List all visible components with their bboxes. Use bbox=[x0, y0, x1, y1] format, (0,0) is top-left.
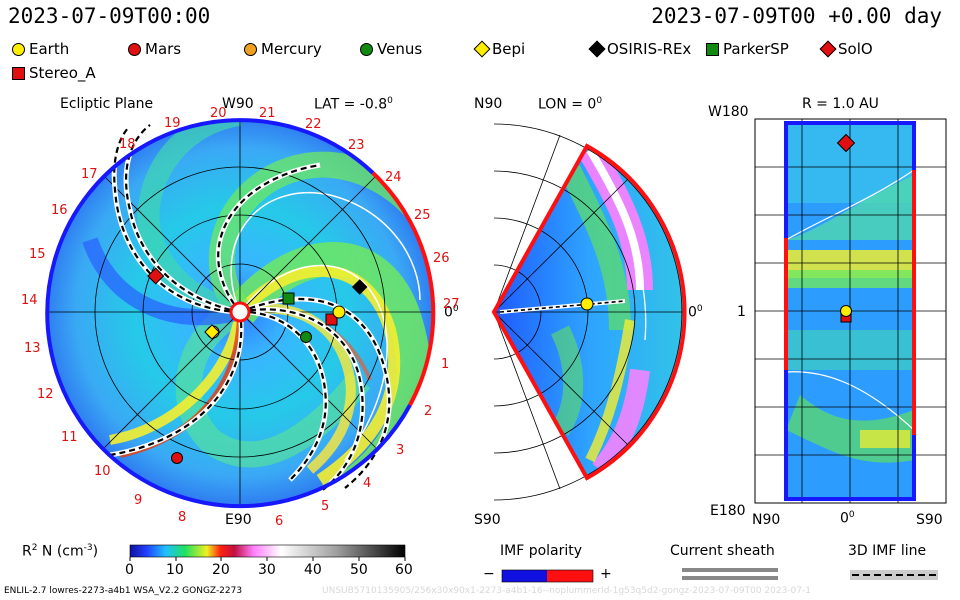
mars-marker-icon bbox=[128, 42, 141, 56]
ecliptic-rotation-number: 17 bbox=[81, 167, 98, 182]
ecliptic-bottom-label: E90 bbox=[225, 512, 252, 528]
legend-label: Earth bbox=[29, 40, 70, 58]
current-sheath-title: Current sheath bbox=[670, 543, 775, 559]
bepi-marker-icon bbox=[204, 324, 220, 340]
colorbar-tick: 0 bbox=[125, 562, 134, 578]
meridional-right-label: 00 bbox=[688, 304, 703, 321]
ecliptic-rotation-number: 12 bbox=[37, 387, 54, 402]
legend-label: OSIRIS-REx bbox=[607, 40, 692, 58]
stereo-a-marker-icon bbox=[325, 313, 338, 326]
ecliptic-rotation-number: 16 bbox=[51, 203, 68, 218]
stereo-a-marker-icon bbox=[12, 66, 25, 80]
venus-marker-icon bbox=[360, 42, 373, 56]
ecliptic-rotation-number: 14 bbox=[21, 293, 38, 308]
colorbar-tick: 10 bbox=[166, 562, 184, 578]
ecliptic-rotation-number: 19 bbox=[164, 116, 181, 131]
legend-label: Stereo_A bbox=[29, 64, 96, 82]
mars-marker-icon bbox=[171, 452, 183, 464]
footer-left: ENLIL-2.7 lowres-2273-a4b1 WSA_V2.2 GONG… bbox=[4, 586, 243, 596]
earth-marker-icon bbox=[332, 305, 346, 319]
legend-mars: Mars bbox=[128, 40, 181, 58]
sphere-x-right: S90 bbox=[916, 512, 943, 528]
ecliptic-rotation-number: 26 bbox=[433, 251, 450, 266]
ecliptic-rotation-number: 18 bbox=[119, 137, 136, 152]
ecliptic-rotation-number: 25 bbox=[414, 208, 431, 223]
ecliptic-rotation-number: 6 bbox=[275, 514, 284, 529]
earth-marker-icon bbox=[840, 305, 852, 317]
legend-label: Mars bbox=[145, 40, 182, 58]
osiris-rex-marker-icon bbox=[351, 279, 368, 295]
mercury-marker-icon bbox=[244, 42, 257, 56]
legend-parkersp: ParkerSP bbox=[706, 40, 789, 58]
timestamp-left: 2023-07-09T00:00 bbox=[8, 4, 211, 28]
ecliptic-rotation-number: 27 bbox=[443, 297, 460, 312]
ecliptic-rotation-number: 4 bbox=[363, 476, 372, 491]
ecliptic-rotation-number: 23 bbox=[348, 138, 365, 153]
legend-earth: Earth bbox=[12, 40, 69, 58]
sphere-mid-left: 1 bbox=[737, 304, 746, 320]
earth-marker-icon bbox=[12, 42, 25, 56]
colorbar-tick: 20 bbox=[212, 562, 230, 578]
imf-plus-label: + bbox=[600, 566, 612, 582]
sphere-top-left: W180 bbox=[708, 104, 749, 120]
colorbar-tick: 60 bbox=[395, 562, 413, 578]
ecliptic-right-label: 00 bbox=[444, 304, 459, 321]
ecliptic-rotation-number: 22 bbox=[305, 117, 322, 132]
earth-marker-icon bbox=[580, 297, 594, 311]
legend-osiris-rex: OSIRIS-REx bbox=[588, 40, 692, 58]
ecliptic-top-label: W90 bbox=[222, 96, 254, 112]
parkersp-marker-icon bbox=[706, 42, 719, 56]
ecliptic-rotation-number: 15 bbox=[29, 247, 46, 262]
imf-minus-label: − bbox=[483, 566, 495, 582]
legend-label: ParkerSP bbox=[723, 40, 789, 58]
meridional-bottom-label: S90 bbox=[474, 512, 501, 528]
legend-label: Bepi bbox=[492, 40, 526, 58]
sun-icon bbox=[229, 301, 251, 323]
venus-marker-icon bbox=[300, 331, 312, 343]
ecliptic-rotation-number: 13 bbox=[24, 341, 41, 356]
solo-marker-icon bbox=[147, 267, 165, 285]
sphere-bottom-left: E180 bbox=[710, 503, 746, 519]
ecliptic-rotation-number: 2 bbox=[424, 404, 433, 419]
parkersp-marker-icon bbox=[282, 292, 295, 305]
meridional-top-label: N90 bbox=[474, 96, 503, 112]
imf-polarity-title: IMF polarity bbox=[500, 543, 583, 559]
legend-label: Mercury bbox=[261, 40, 322, 58]
sphere-title: R = 1.0 AU bbox=[802, 96, 879, 112]
legend-bepi: Bepi bbox=[473, 40, 526, 58]
footer-right: UNSUB5710135905/256x30x90x1-2273-a4b1-16… bbox=[322, 586, 811, 596]
legend-stereo-a: Stereo_A bbox=[12, 64, 96, 82]
ecliptic-rotation-number: 11 bbox=[61, 430, 78, 445]
colorbar-label: R2 N (cm-3) bbox=[22, 543, 99, 560]
ecliptic-rotation-number: 8 bbox=[178, 510, 187, 525]
legend-solo: SolO bbox=[819, 40, 873, 58]
legend-mercury: Mercury bbox=[244, 40, 322, 58]
imf-3d-title: 3D IMF line bbox=[848, 543, 927, 559]
sphere-x-left: N90 bbox=[752, 512, 781, 528]
ecliptic-rotation-number: 21 bbox=[259, 106, 276, 121]
colorbar-tick: 40 bbox=[304, 562, 322, 578]
ecliptic-rotation-number: 24 bbox=[385, 170, 402, 185]
ecliptic-rotation-number: 3 bbox=[396, 443, 405, 458]
ecliptic-rotation-number: 9 bbox=[134, 493, 143, 508]
legend-venus: Venus bbox=[360, 40, 422, 58]
ecliptic-title: Ecliptic Plane bbox=[60, 96, 154, 112]
sphere-x-mid: 00 bbox=[840, 510, 855, 527]
ecliptic-rotation-number: 20 bbox=[210, 106, 227, 121]
ecliptic-rotation-number: 5 bbox=[321, 499, 330, 514]
timestamp-right: 2023-07-09T00 +0.00 day bbox=[651, 4, 942, 28]
solo-marker-icon bbox=[836, 133, 856, 153]
ecliptic-rotation-number: 10 bbox=[94, 464, 111, 479]
legend-label: Venus bbox=[377, 40, 423, 58]
ecliptic-lat-label: LAT = -0.80 bbox=[314, 96, 393, 113]
legend-label: SolO bbox=[838, 40, 873, 58]
ecliptic-rotation-number: 1 bbox=[441, 357, 450, 372]
colorbar-tick: 50 bbox=[350, 562, 368, 578]
colorbar-tick: 30 bbox=[258, 562, 276, 578]
meridional-lon-label: LON = 00 bbox=[538, 96, 603, 113]
